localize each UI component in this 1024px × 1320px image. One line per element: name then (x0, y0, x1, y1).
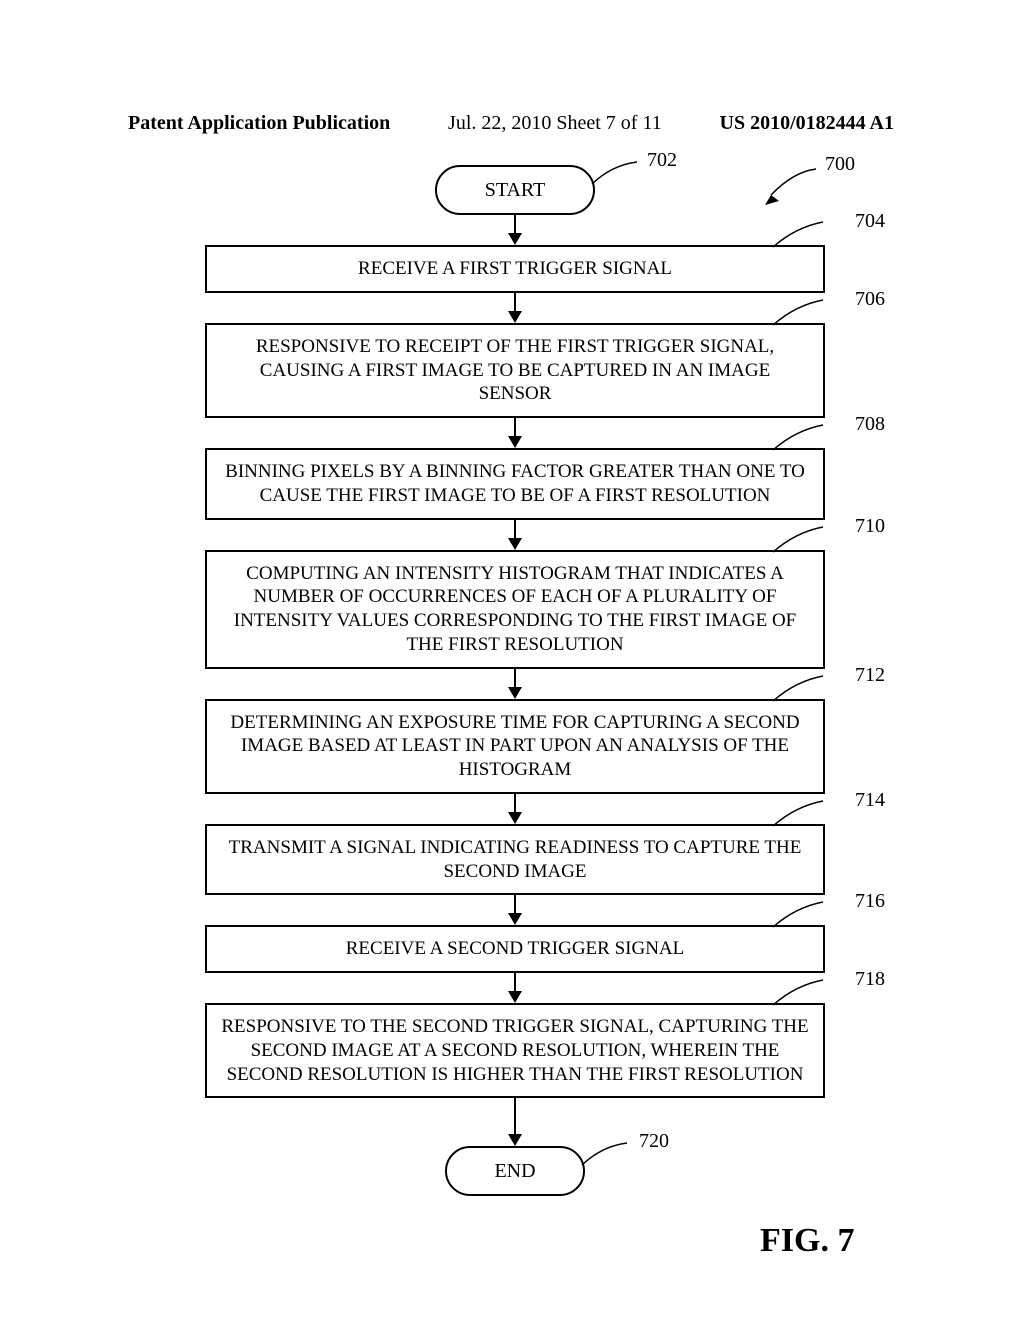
step-text: COMPUTING AN INTENSITY HISTOGRAM THAT IN… (234, 563, 797, 655)
ref-720: 720 (639, 1130, 669, 1153)
ref-708: 708 (855, 412, 885, 437)
arrow (205, 215, 825, 245)
arrow (205, 293, 825, 323)
ref-710: 710 (855, 514, 885, 539)
ref-702: 702 (647, 149, 677, 172)
start-label: START (485, 179, 546, 202)
lead-line-700 (753, 167, 823, 207)
step-706: RESPONSIVE TO RECEIPT OF THE FIRST TRIGG… (205, 323, 825, 418)
step-text: TRANSMIT A SIGNAL INDICATING READINESS T… (229, 837, 802, 882)
lead-line-718 (771, 977, 831, 1007)
header-left: Patent Application Publication (128, 112, 390, 135)
lead-line-720 (577, 1140, 637, 1170)
header-right: US 2010/0182444 A1 (720, 112, 894, 135)
flowchart: START 702 700 RECEIVE A FIRST TRIGGER SI… (165, 165, 865, 1196)
start-terminal: START 702 (435, 165, 595, 215)
step-714: TRANSMIT A SIGNAL INDICATING READINESS T… (205, 824, 825, 896)
arrow (205, 418, 825, 448)
step-718: RESPONSIVE TO THE SECOND TRIGGER SIGNAL,… (205, 1003, 825, 1098)
ref-714: 714 (855, 788, 885, 813)
lead-line-716 (771, 899, 831, 929)
step-712: DETERMINING AN EXPOSURE TIME FOR CAPTURI… (205, 699, 825, 794)
ref-700: 700 (825, 153, 855, 176)
lead-line-708 (771, 422, 831, 452)
step-text: BINNING PIXELS BY A BINNING FACTOR GREAT… (225, 461, 805, 506)
page: Patent Application Publication Jul. 22, … (0, 0, 1024, 1320)
step-text: RECEIVE A SECOND TRIGGER SIGNAL (346, 938, 685, 959)
page-header: Patent Application Publication Jul. 22, … (0, 112, 1024, 135)
lead-line-710 (771, 524, 831, 554)
lead-line-714 (771, 798, 831, 828)
arrow (205, 895, 825, 925)
arrow (205, 973, 825, 1003)
figure-label: FIG. 7 (760, 1222, 854, 1260)
arrow (205, 669, 825, 699)
arrow (205, 1098, 825, 1146)
lead-line-704 (771, 219, 831, 249)
ref-704: 704 (855, 209, 885, 234)
arrow (205, 520, 825, 550)
end-terminal: END 720 (445, 1146, 585, 1196)
step-716: RECEIVE A SECOND TRIGGER SIGNAL 716 (205, 925, 825, 973)
ref-718: 718 (855, 967, 885, 992)
lead-line-706 (771, 297, 831, 327)
ref-712: 712 (855, 663, 885, 688)
step-710: COMPUTING AN INTENSITY HISTOGRAM THAT IN… (205, 550, 825, 669)
step-text: DETERMINING AN EXPOSURE TIME FOR CAPTURI… (230, 712, 799, 781)
arrow (205, 794, 825, 824)
ref-706: 706 (855, 287, 885, 312)
step-704: RECEIVE A FIRST TRIGGER SIGNAL 704 (205, 245, 825, 293)
lead-line-712 (771, 673, 831, 703)
step-text: RESPONSIVE TO THE SECOND TRIGGER SIGNAL,… (221, 1016, 808, 1085)
header-center: Jul. 22, 2010 Sheet 7 of 11 (448, 112, 662, 135)
ref-716: 716 (855, 889, 885, 914)
lead-line-702 (587, 159, 647, 189)
end-label: END (494, 1160, 535, 1183)
step-708: BINNING PIXELS BY A BINNING FACTOR GREAT… (205, 448, 825, 520)
step-text: RECEIVE A FIRST TRIGGER SIGNAL (358, 258, 672, 279)
step-text: RESPONSIVE TO RECEIPT OF THE FIRST TRIGG… (256, 336, 774, 405)
